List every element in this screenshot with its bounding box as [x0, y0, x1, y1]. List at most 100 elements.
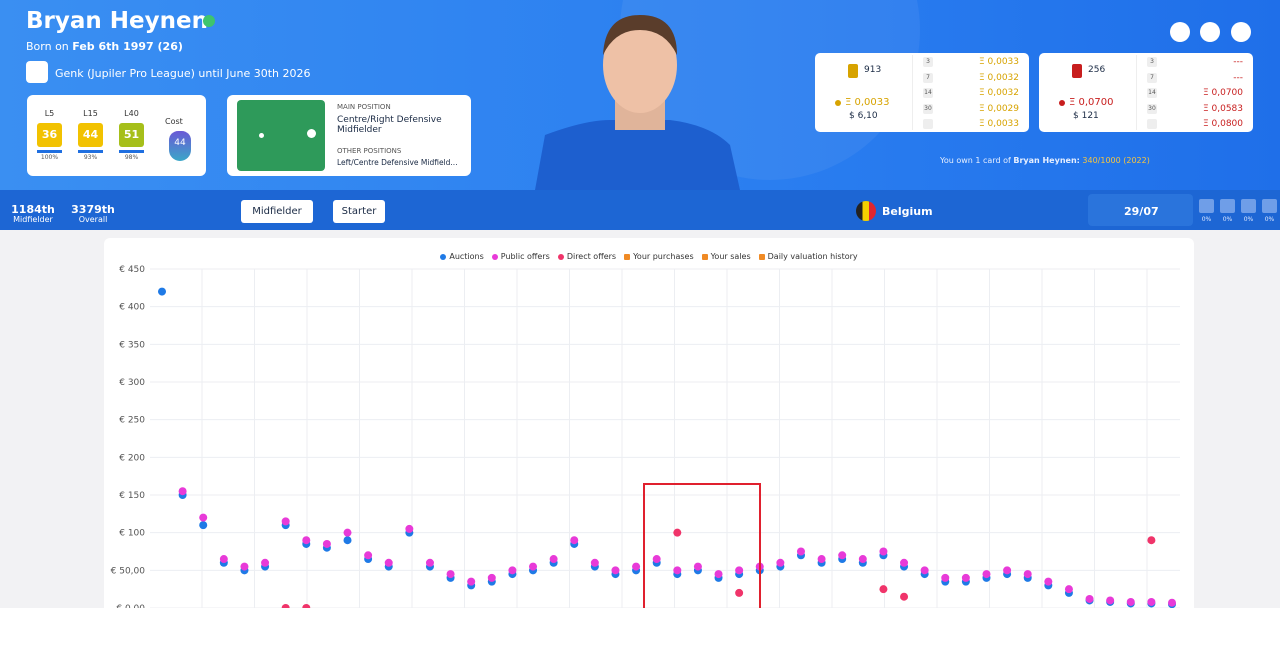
period [923, 119, 933, 129]
point [961, 573, 970, 582]
score-label: L40 [124, 109, 139, 118]
ownership: You own 1 card of Bryan Heynen: 340/1000… [940, 156, 1150, 165]
legend-item-locked[interactable]: Your sales [701, 252, 751, 261]
period-price: Ξ 0,0583 [1202, 103, 1243, 114]
score-bar [119, 150, 144, 153]
price: Ξ 0,0700 [1069, 97, 1114, 108]
point [735, 566, 744, 575]
point [219, 555, 228, 564]
point [1106, 596, 1115, 605]
point [652, 555, 661, 564]
period-price: Ξ 0,0032 [978, 72, 1019, 83]
point [900, 558, 909, 567]
point [776, 558, 785, 567]
other-position: Left/Centre Defensive Midfield... [337, 158, 458, 167]
period: 30 [923, 103, 933, 114]
legend: Auctions Public offers Direct offers Your p… [104, 252, 1194, 261]
point [281, 517, 290, 526]
head [603, 17, 677, 113]
born-date: Feb 6th 1997 (26) [72, 40, 183, 53]
divider [912, 55, 913, 130]
stats-bar: 1184th Midfielder 3379th Overall Midfiel… [0, 190, 1280, 230]
usd: $ 6,10 [849, 111, 878, 121]
legend-item[interactable]: Direct offers [557, 252, 616, 261]
point [1085, 594, 1094, 603]
position-label: Midfielder [13, 215, 53, 224]
y-tick-label: € 250 [119, 416, 145, 426]
price-dot [1059, 100, 1065, 106]
legend-item[interactable]: Public offers [491, 252, 550, 261]
legend-marker [557, 253, 564, 260]
period: 30 [1147, 103, 1157, 114]
point [508, 566, 517, 575]
period-price: Ξ 0,0033 [978, 57, 1019, 67]
filter-button[interactable]: Midfielder [241, 200, 313, 223]
point [879, 585, 888, 594]
stat-icon[interactable] [1241, 199, 1256, 213]
point [425, 558, 434, 567]
country: Belgium [882, 205, 933, 218]
divider [1136, 55, 1137, 130]
y-tick-label: € 50,00 [111, 566, 146, 576]
y-tick-label: € 0,00 [116, 604, 145, 608]
point [570, 536, 579, 545]
point [858, 555, 867, 564]
legend-label: Daily valuation history [767, 252, 858, 261]
legend-marker [758, 253, 765, 260]
score-label: L5 [44, 109, 55, 118]
main-title: MAIN POSITION [337, 103, 391, 111]
chart-area: Auctions Public offers Direct offers Your p… [0, 230, 1280, 608]
cost-label: Cost [165, 117, 183, 126]
point [467, 577, 476, 586]
score-value: 36 [37, 123, 62, 147]
favorite-button[interactable] [1231, 22, 1251, 42]
period-price: Ξ 0,0029 [978, 103, 1019, 114]
point [302, 536, 311, 545]
legend-item[interactable]: Auctions [440, 252, 484, 261]
period: 3 [923, 57, 933, 67]
ownership-prefix: You own 1 card of [940, 156, 1011, 165]
main-position: Centre/Right Defensive Midfielder [337, 115, 442, 135]
rarity-icon [1072, 64, 1082, 78]
rank-position: 1184th [11, 203, 55, 216]
settings-button[interactable] [1170, 22, 1190, 42]
point [673, 528, 682, 537]
point [693, 562, 702, 571]
score-percent: 98% [124, 154, 139, 161]
point [281, 604, 290, 608]
legend-marker [440, 253, 447, 260]
stat-icon[interactable] [1199, 199, 1214, 213]
point [384, 558, 393, 567]
point [302, 604, 311, 608]
legend-item-locked[interactable]: Your purchases [624, 252, 694, 261]
point [920, 566, 929, 575]
filter-button[interactable]: Starter [333, 200, 385, 223]
score-label: L15 [83, 109, 98, 118]
notify-button[interactable] [1200, 22, 1220, 42]
stat-icon[interactable] [1220, 199, 1235, 213]
legend-item-locked[interactable]: Daily valuation history [758, 252, 858, 261]
point [590, 558, 599, 567]
point [364, 551, 373, 560]
period-price: Ξ 0,0032 [978, 88, 1019, 98]
point [199, 521, 208, 530]
ownership-name: Bryan Heynen: [1013, 156, 1080, 165]
usd: $ 121 [1073, 111, 1099, 121]
pitch-dot [259, 133, 264, 138]
point [446, 570, 455, 579]
legend-label: Auctions [449, 252, 484, 261]
point [487, 573, 496, 582]
period: 14 [1147, 88, 1157, 98]
y-tick-label: € 150 [119, 491, 145, 501]
supply: 913 [864, 65, 882, 75]
period: 7 [923, 72, 933, 83]
stat-icon[interactable] [1262, 199, 1277, 213]
period: 7 [1147, 72, 1157, 83]
point [199, 513, 208, 522]
price-card: 256 Ξ 0,0700 $ 121 3 --- 7 --- 14 Ξ 0,0700 30 Ξ 0,… [1039, 53, 1253, 132]
supply: 256 [1088, 65, 1106, 75]
club: Genk (Jupiler Pro League) until June 30t… [55, 67, 311, 80]
point [1126, 597, 1135, 606]
period: 3 [1147, 57, 1157, 67]
other-title: OTHER POSITIONS [337, 147, 402, 155]
